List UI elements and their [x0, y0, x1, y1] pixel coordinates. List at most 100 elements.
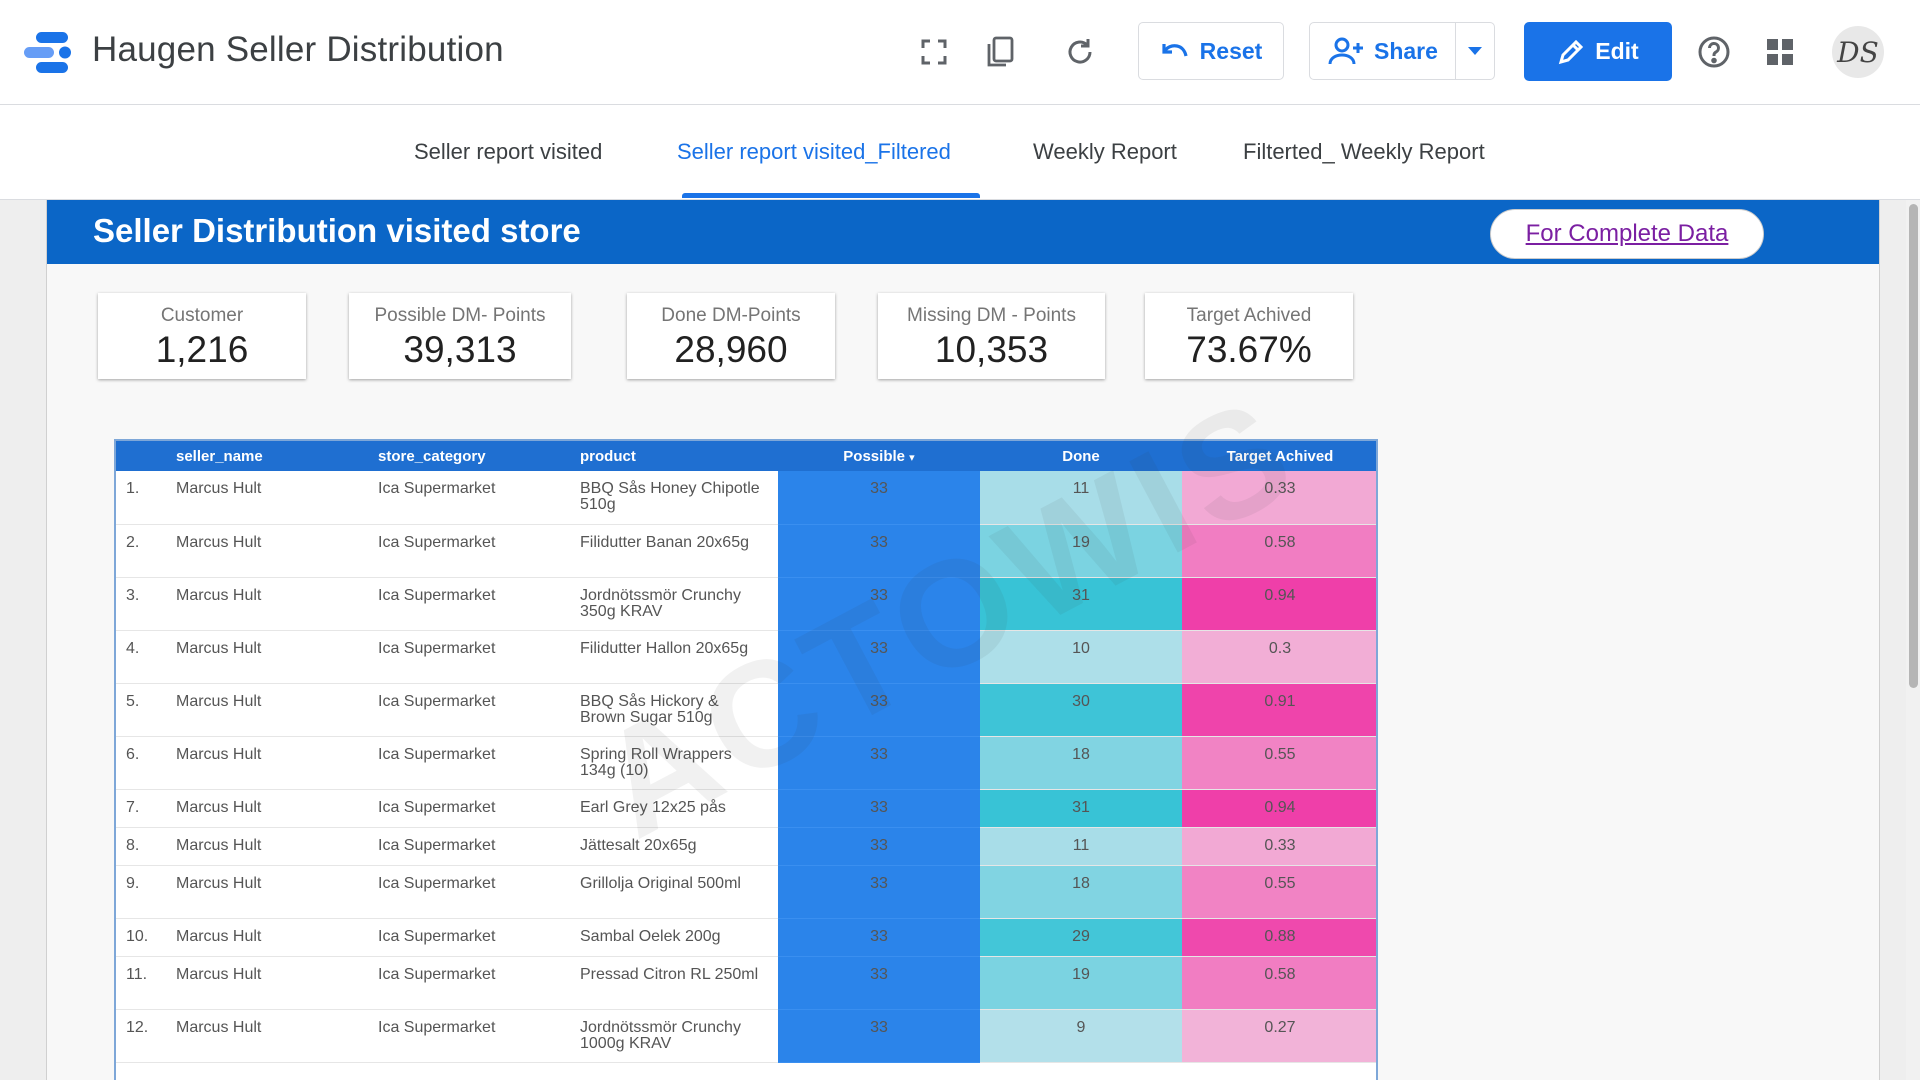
possible-header-label: Possible — [843, 447, 905, 465]
table-row[interactable]: 1. Marcus Hult Ica Supermarket BBQ Sås Hone… — [116, 471, 1376, 525]
column-header-possible[interactable]: Possible ▾ — [778, 441, 980, 471]
scorecard-missing-points[interactable]: Missing DM - Points 10,353 — [878, 293, 1105, 379]
cell-product-text: Earl Grey 12x25 pås — [580, 798, 726, 816]
cell-seller-name: Marcus Hult — [176, 956, 378, 1010]
cell-possible: 33 — [778, 471, 980, 525]
scorecard-target-achieved[interactable]: Target Achived 73.67% — [1145, 293, 1353, 379]
tab-filtered-weekly-report[interactable]: Filterted_ Weekly Report — [1243, 139, 1485, 164]
cell-store-category-text: Ica Supermarket — [378, 692, 496, 710]
cell-product: Filidutter Hallon 20x65g — [580, 630, 778, 684]
row-number: 2. — [116, 524, 176, 578]
cell-product-text: BBQ Sås Hickory & Brown Sugar 510g — [580, 692, 719, 726]
data-studio-logo-icon[interactable] — [22, 30, 74, 76]
column-header-target-achieved[interactable]: Target Achived — [1182, 441, 1376, 471]
cell-store-category: Ica Supermarket — [378, 630, 580, 684]
cell-possible-text: 33 — [870, 745, 888, 763]
cell-product: Jordnötssmör Crunchy 1000g KRAV — [580, 1009, 778, 1063]
table-row[interactable]: 5. Marcus Hult Ica Supermarket BBQ Sås Hick… — [116, 683, 1376, 737]
cell-target-achieved: 0.55 — [1182, 865, 1376, 919]
cell-done-text: 31 — [1072, 586, 1090, 604]
scorecard-done-points[interactable]: Done DM-Points 28,960 — [627, 293, 835, 379]
complete-data-link[interactable]: For Complete Data — [1490, 209, 1764, 259]
column-header-product[interactable]: product — [580, 441, 778, 471]
column-header-done[interactable]: Done — [980, 441, 1182, 471]
tab-seller-report-visited[interactable]: Seller report visited — [414, 139, 603, 164]
column-header-seller-name[interactable]: seller_name — [176, 441, 378, 471]
active-tab-indicator — [682, 193, 980, 198]
cell-store-category-text: Ica Supermarket — [378, 874, 496, 892]
cell-store-category: Ica Supermarket — [378, 918, 580, 957]
cell-possible-text: 33 — [870, 533, 888, 551]
cell-seller-name: Marcus Hult — [176, 789, 378, 828]
row-number: 6. — [116, 736, 176, 790]
help-icon[interactable] — [1692, 30, 1736, 74]
top-bar: Haugen Seller Distribution Reset — [0, 0, 1920, 105]
table-row[interactable]: 7. Marcus Hult Ica Supermarket Earl Grey 12… — [116, 789, 1376, 828]
cell-seller-name: Marcus Hult — [176, 827, 378, 866]
seller-table[interactable]: seller_name store_category product Possi… — [114, 439, 1378, 1080]
cell-target-achieved-text: 0.33 — [1264, 836, 1296, 854]
cell-store-category-text: Ica Supermarket — [378, 836, 496, 854]
table-row[interactable]: 8. Marcus Hult Ica Supermarket Jättesalt 20… — [116, 827, 1376, 866]
fullscreen-icon[interactable] — [912, 30, 956, 74]
scorecard-value: 28,960 — [674, 329, 788, 370]
cell-seller-name-text: Marcus Hult — [176, 927, 262, 945]
share-label: Share — [1374, 37, 1438, 64]
cell-store-category: Ica Supermarket — [378, 471, 580, 525]
cell-store-category-text: Ica Supermarket — [378, 745, 496, 763]
cell-product-text: Jordnötssmör Crunchy 350g KRAV — [580, 586, 741, 620]
page-tabs: Seller report visited Seller report visi… — [0, 105, 1920, 200]
cell-target-achieved: 0.3 — [1182, 630, 1376, 684]
row-number: 5. — [116, 683, 176, 737]
table-row[interactable]: 4. Marcus Hult Ica Supermarket Filidutter H… — [116, 630, 1376, 684]
report-title[interactable]: Haugen Seller Distribution — [92, 30, 504, 69]
vertical-scrollbar[interactable] — [1906, 200, 1920, 1080]
tab-seller-report-visited-filtered[interactable]: Seller report visited_Filtered — [677, 139, 951, 164]
scorecard-label: Target Achived — [1186, 305, 1312, 326]
row-number-text: 4. — [126, 639, 140, 657]
cell-target-achieved-text: 0.94 — [1264, 798, 1296, 816]
tab-weekly-report[interactable]: Weekly Report — [1033, 139, 1177, 164]
edit-button[interactable]: Edit — [1524, 22, 1672, 81]
reset-button[interactable]: Reset — [1138, 22, 1284, 80]
cell-product-text: Pressad Citron RL 250ml — [580, 965, 759, 983]
cell-possible-text: 33 — [870, 586, 888, 604]
cell-seller-name-text: Marcus Hult — [176, 480, 262, 497]
cell-possible-text: 33 — [870, 692, 888, 710]
scrollbar-thumb[interactable] — [1909, 204, 1918, 688]
cell-store-category-text: Ica Supermarket — [378, 586, 496, 604]
cell-done: 10 — [980, 630, 1182, 684]
table-row[interactable]: 12. Marcus Hult Ica Supermarket Jordnötssmö… — [116, 1009, 1376, 1063]
share-dropdown-button[interactable] — [1455, 23, 1494, 79]
cell-done: 31 — [980, 789, 1182, 828]
refresh-icon[interactable] — [1058, 30, 1102, 74]
cell-possible-text: 33 — [870, 927, 888, 945]
cell-possible-text: 33 — [870, 836, 888, 854]
table-row[interactable]: 9. Marcus Hult Ica Supermarket Grillolja Or… — [116, 865, 1376, 919]
row-number-header — [116, 441, 176, 471]
cell-target-achieved: 0.88 — [1182, 918, 1376, 957]
row-number-text: 2. — [126, 533, 140, 551]
copy-icon[interactable] — [978, 30, 1022, 74]
cell-done-text: 18 — [1072, 745, 1090, 763]
avatar[interactable]: DS — [1832, 26, 1884, 78]
table-row[interactable]: 11. Marcus Hult Ica Supermarket Pressad Cit… — [116, 956, 1376, 1010]
column-header-store-category[interactable]: store_category — [378, 441, 580, 471]
table-row[interactable]: 2. Marcus Hult Ica Supermarket Filidutter B… — [116, 524, 1376, 578]
cell-done-text: 11 — [1072, 480, 1090, 497]
table-row[interactable]: 10. Marcus Hult Ica Supermarket Sambal Oele… — [116, 918, 1376, 957]
table-row[interactable]: 6. Marcus Hult Ica Supermarket Spring Roll … — [116, 736, 1376, 790]
apps-grid-icon[interactable] — [1758, 30, 1802, 74]
scorecard-customer[interactable]: Customer 1,216 — [98, 293, 306, 379]
cell-product-text: Jättesalt 20x65g — [580, 836, 697, 854]
cell-done-text: 11 — [1072, 836, 1090, 854]
scorecard-possible-points[interactable]: Possible DM- Points 39,313 — [349, 293, 571, 379]
share-button[interactable]: Share — [1309, 22, 1495, 80]
cell-target-achieved: 0.91 — [1182, 683, 1376, 737]
cell-done: 11 — [980, 471, 1182, 525]
cell-seller-name: Marcus Hult — [176, 736, 378, 790]
cell-possible: 33 — [778, 524, 980, 578]
table-row[interactable]: 3. Marcus Hult Ica Supermarket Jordnötssmör… — [116, 577, 1376, 631]
cell-done-text: 9 — [1076, 1018, 1086, 1036]
cell-done: 11 — [980, 827, 1182, 866]
